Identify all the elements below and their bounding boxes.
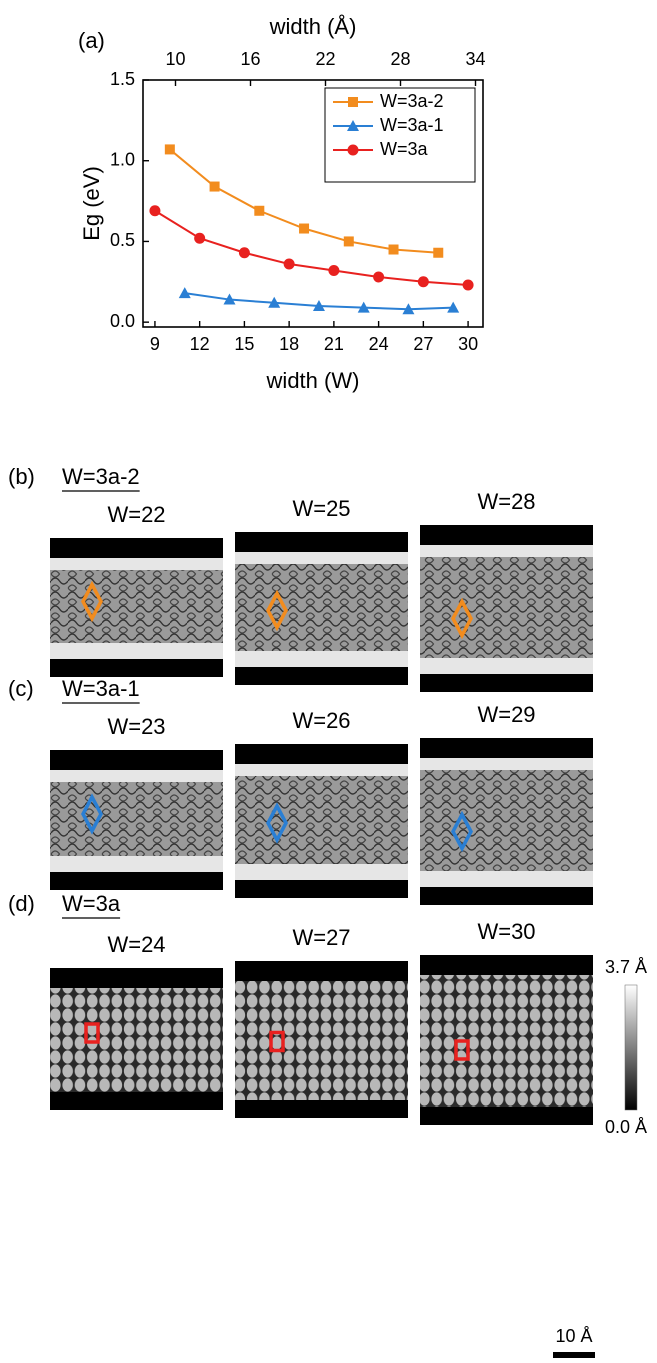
edge-bright <box>420 871 593 887</box>
edge-dark <box>420 887 593 905</box>
y-tick-label: 1.0 <box>110 149 135 169</box>
edge-bright <box>50 556 223 570</box>
edge-dark <box>420 525 593 545</box>
x2-tick-label: 28 <box>390 49 410 69</box>
marker <box>284 259 295 270</box>
y-tick-label: 0.0 <box>110 311 135 331</box>
y-tick-label: 1.5 <box>110 69 135 89</box>
image-title: W=26 <box>292 708 350 733</box>
marker <box>299 224 309 234</box>
marker <box>344 236 354 246</box>
panel-title: W=3a-2 <box>62 464 140 489</box>
marker <box>373 271 384 282</box>
image-body <box>235 961 408 1118</box>
edge-dark <box>50 872 223 890</box>
panel-label: (c) <box>8 676 34 701</box>
marker <box>165 144 175 154</box>
edge-bright <box>50 768 223 782</box>
edge-dark <box>50 750 223 770</box>
series-line <box>155 211 468 285</box>
colorbar-max: 3.7 Å <box>605 957 647 977</box>
legend-label: W=3a-2 <box>380 91 444 111</box>
edge-dark <box>235 667 408 685</box>
edge-dark <box>50 538 223 558</box>
edge-bright <box>235 651 408 667</box>
figure: (a) (b) W=3a-2 W=22 W=25 W=28 (c) W=3a-1 W=23 W=… <box>0 0 657 1363</box>
edge-dark <box>420 955 593 975</box>
image-title: W=27 <box>292 925 350 950</box>
panel-title: W=3a-1 <box>62 676 140 701</box>
x2-tick-label: 22 <box>315 49 335 69</box>
image-title: W=30 <box>477 919 535 944</box>
image-title: W=29 <box>477 702 535 727</box>
edge-dark <box>235 532 408 552</box>
panel-label: (a) <box>78 28 105 53</box>
edge-dark <box>50 968 223 988</box>
panel-title: W=3a <box>62 891 121 916</box>
marker <box>418 276 429 287</box>
edge-dark <box>420 1107 593 1125</box>
marker <box>463 280 474 291</box>
x-tick-label: 9 <box>150 334 160 354</box>
marker <box>194 233 205 244</box>
edge-dark <box>50 1092 223 1110</box>
marker <box>239 247 250 258</box>
marker <box>149 205 160 216</box>
edge-bright <box>420 658 593 674</box>
marker <box>348 97 358 107</box>
x2-axis-label: width (Å) <box>269 14 357 39</box>
x-axis-label: width (W) <box>266 368 360 393</box>
marker <box>389 245 399 255</box>
series-line <box>170 149 438 252</box>
edge-bright <box>235 864 408 880</box>
edge-dark <box>235 1100 408 1118</box>
image-title: W=28 <box>477 489 535 514</box>
edge-dark <box>235 880 408 898</box>
edge-dark <box>420 674 593 692</box>
image-body <box>420 955 593 1125</box>
edge-bright <box>235 762 408 776</box>
colorbar-min: 0.0 Å <box>605 1117 647 1137</box>
legend-label: W=3a-1 <box>380 115 444 135</box>
x-tick-label: 15 <box>234 334 254 354</box>
x-tick-label: 30 <box>458 334 478 354</box>
x2-tick-label: 16 <box>240 49 260 69</box>
x-tick-label: 18 <box>279 334 299 354</box>
marker <box>179 287 191 298</box>
edge-bright <box>235 550 408 564</box>
edge-dark <box>235 961 408 981</box>
scale-bar-label: 10 Å <box>555 1326 592 1346</box>
edge-dark <box>50 659 223 677</box>
edge-bright <box>420 756 593 770</box>
panel-label: (d) <box>8 891 35 916</box>
x2-tick-label: 10 <box>165 49 185 69</box>
image-body <box>50 968 223 1110</box>
x2-tick-label: 34 <box>465 49 485 69</box>
edge-dark <box>420 738 593 758</box>
y-tick-label: 0.5 <box>110 230 135 250</box>
y-axis-label: Eg (eV) <box>79 166 104 241</box>
x-tick-label: 12 <box>190 334 210 354</box>
marker <box>210 182 220 192</box>
colorbar <box>625 985 637 1110</box>
x-tick-label: 21 <box>324 334 344 354</box>
image-title: W=23 <box>107 714 165 739</box>
image-panels: (b) W=3a-2 W=22 W=25 W=28 (c) W=3a-1 W=23 W=26 W=… <box>8 464 593 1125</box>
edge-bright <box>50 856 223 872</box>
image-title: W=24 <box>107 932 165 957</box>
scale-bar <box>553 1352 595 1358</box>
x-tick-label: 24 <box>369 334 389 354</box>
image-title: W=25 <box>292 496 350 521</box>
edge-bright <box>50 643 223 659</box>
edge-bright <box>420 543 593 557</box>
marker <box>254 206 264 216</box>
image-title: W=22 <box>107 502 165 527</box>
x-tick-label: 27 <box>413 334 433 354</box>
panel-label: (b) <box>8 464 35 489</box>
edge-dark <box>235 744 408 764</box>
marker <box>348 145 359 156</box>
marker <box>433 248 443 258</box>
legend-label: W=3a <box>380 139 429 159</box>
marker <box>328 265 339 276</box>
